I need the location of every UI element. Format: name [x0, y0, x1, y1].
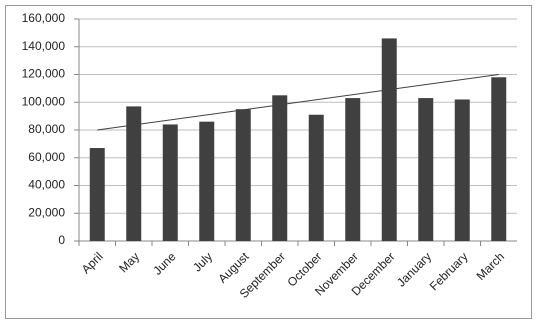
bar: [418, 98, 434, 242]
y-tick-label: 100,000: [22, 94, 66, 108]
y-tick-label: 40,000: [28, 178, 65, 192]
y-tick-label: 160,000: [22, 11, 66, 25]
bar: [381, 38, 397, 241]
bar: [454, 99, 470, 241]
bar: [162, 124, 178, 241]
y-tick-label: 120,000: [22, 67, 66, 81]
bar: [308, 114, 324, 241]
bar: [126, 106, 142, 241]
bar: [345, 98, 361, 242]
y-tick-label: 20,000: [28, 205, 65, 219]
y-tick-label: 80,000: [28, 122, 65, 136]
bar: [235, 109, 251, 241]
y-tick-label: 60,000: [28, 150, 65, 164]
bar: [89, 148, 105, 241]
trendline: [97, 74, 499, 131]
bar: [199, 121, 215, 241]
bar: [491, 77, 507, 242]
y-tick-label: 0: [58, 233, 65, 247]
y-tick-label: 140,000: [22, 39, 66, 53]
bar: [272, 95, 288, 241]
